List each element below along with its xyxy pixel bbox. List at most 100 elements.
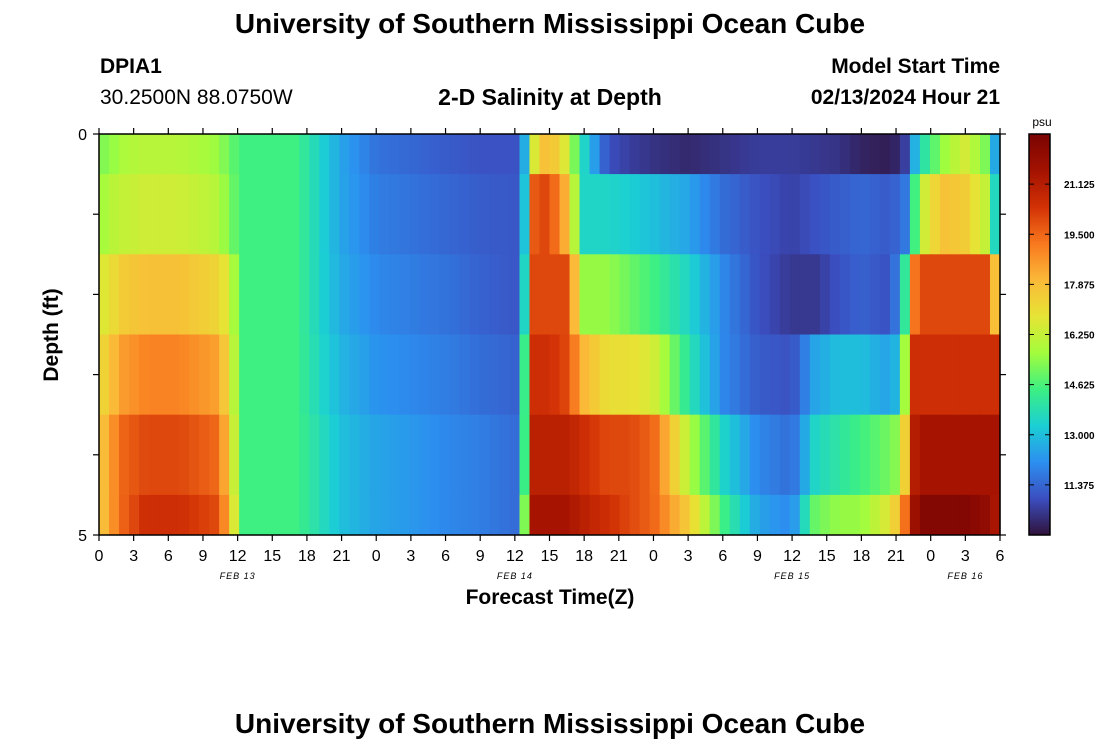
heatmap-cell xyxy=(609,414,621,496)
heatmap-cell xyxy=(949,494,961,536)
heatmap-cell xyxy=(909,174,921,255)
x-tick-label: 0 xyxy=(926,548,935,565)
heatmap-cell xyxy=(189,414,200,496)
heatmap-cell xyxy=(529,334,541,416)
heatmap-cell xyxy=(179,174,190,255)
heatmap-cell xyxy=(969,414,981,496)
heatmap-cell xyxy=(619,254,631,335)
x-axis-label: Forecast Time(Z) xyxy=(466,586,635,609)
heatmap-cell xyxy=(859,334,871,416)
heatmap-cell xyxy=(449,254,460,335)
heatmap-cell xyxy=(819,494,831,536)
heatmap-cell xyxy=(409,134,420,175)
heatmap-cell xyxy=(849,414,861,496)
heatmap-cell xyxy=(349,334,360,416)
heatmap-cell xyxy=(819,334,831,416)
heatmap-cell xyxy=(169,494,180,536)
heatmap-cell xyxy=(619,494,631,536)
heatmap-cell xyxy=(949,174,961,255)
heatmap-cell xyxy=(509,134,521,175)
heatmap-cell xyxy=(729,494,741,536)
heatmap-cell xyxy=(909,254,921,335)
heatmap-cell xyxy=(399,254,410,335)
heatmap-cell xyxy=(809,494,821,536)
heatmap-cell xyxy=(669,334,681,416)
heatmap-cell xyxy=(469,254,481,335)
heatmap-cell xyxy=(379,134,390,175)
heatmap-cell xyxy=(929,334,941,416)
heatmap-cell xyxy=(439,334,450,416)
heatmap-cell xyxy=(719,414,731,496)
heatmap-cell xyxy=(169,254,180,335)
heatmap-cell xyxy=(139,254,150,335)
heatmap-cell xyxy=(219,254,230,335)
heatmap-cell xyxy=(629,134,641,175)
heatmap-cell xyxy=(299,254,310,335)
heatmap-cell xyxy=(559,414,571,496)
heatmap-cell xyxy=(279,174,290,255)
y-tick-label: 5 xyxy=(78,528,87,545)
heatmap-cell xyxy=(519,334,531,416)
heatmap-cell xyxy=(729,134,741,175)
heatmap-cell xyxy=(979,134,991,175)
heatmap-cell xyxy=(729,334,741,416)
heatmap-cell xyxy=(439,494,450,536)
heatmap-cell xyxy=(859,254,871,335)
chart-subtitle: 2-D Salinity at Depth xyxy=(438,84,662,110)
heatmap-cell xyxy=(899,134,911,175)
heatmap-cell xyxy=(969,334,981,416)
heatmap-cell xyxy=(209,414,220,496)
heatmap-cell xyxy=(769,414,781,496)
heatmap-cell xyxy=(689,494,701,536)
heatmap-cell xyxy=(549,494,561,536)
heatmap-cell xyxy=(299,134,310,175)
heatmap-cell xyxy=(369,254,380,335)
heatmap-cell xyxy=(239,494,250,536)
heatmap-cell xyxy=(109,414,120,496)
heatmap-cell xyxy=(799,494,811,536)
heatmap-cell xyxy=(499,334,511,416)
heatmap-cell xyxy=(789,334,801,416)
heatmap-cell xyxy=(259,134,270,175)
heatmap-cell xyxy=(539,334,551,416)
heatmap-cell xyxy=(389,334,400,416)
heatmap-cell xyxy=(159,414,170,496)
heatmap-cell xyxy=(839,174,851,255)
heatmap-cell xyxy=(349,134,360,175)
heatmap-cell xyxy=(279,254,290,335)
heatmap-cell xyxy=(309,134,320,175)
heatmap-cell xyxy=(439,174,450,255)
heatmap-cell xyxy=(639,174,651,255)
heatmap-cell xyxy=(119,414,130,496)
heatmap-cell xyxy=(379,414,390,496)
heatmap-cell xyxy=(559,174,571,255)
heatmap-cell xyxy=(839,494,851,536)
heatmap-cell xyxy=(129,334,140,416)
heatmap-cell xyxy=(319,414,330,496)
heatmap-cell xyxy=(319,174,330,255)
heatmap-cell xyxy=(569,254,581,335)
heatmap-cell xyxy=(629,254,641,335)
heatmap-cell xyxy=(949,334,961,416)
heatmap-cell xyxy=(239,174,250,255)
heatmap-cell xyxy=(209,334,220,416)
heatmap-cell xyxy=(529,134,541,175)
heatmap-cell xyxy=(339,174,350,255)
heatmap-cell xyxy=(289,134,300,175)
heatmap-cell xyxy=(789,494,801,536)
heatmap-cell xyxy=(849,334,861,416)
heatmap-cell xyxy=(499,174,511,255)
x-tick-label: 6 xyxy=(441,548,450,565)
heatmap-cell xyxy=(619,134,631,175)
heatmap-cell xyxy=(749,254,761,335)
y-tick-label: 0 xyxy=(78,127,87,144)
heatmap-cell xyxy=(819,414,831,496)
heatmap-cell xyxy=(989,494,1001,536)
heatmap-cell xyxy=(199,134,210,175)
heatmap-cell xyxy=(159,134,170,175)
heatmap-cell xyxy=(989,334,1001,416)
heatmap-cell xyxy=(389,414,400,496)
heatmap-cell xyxy=(779,174,791,255)
heatmap-cell xyxy=(329,174,340,255)
